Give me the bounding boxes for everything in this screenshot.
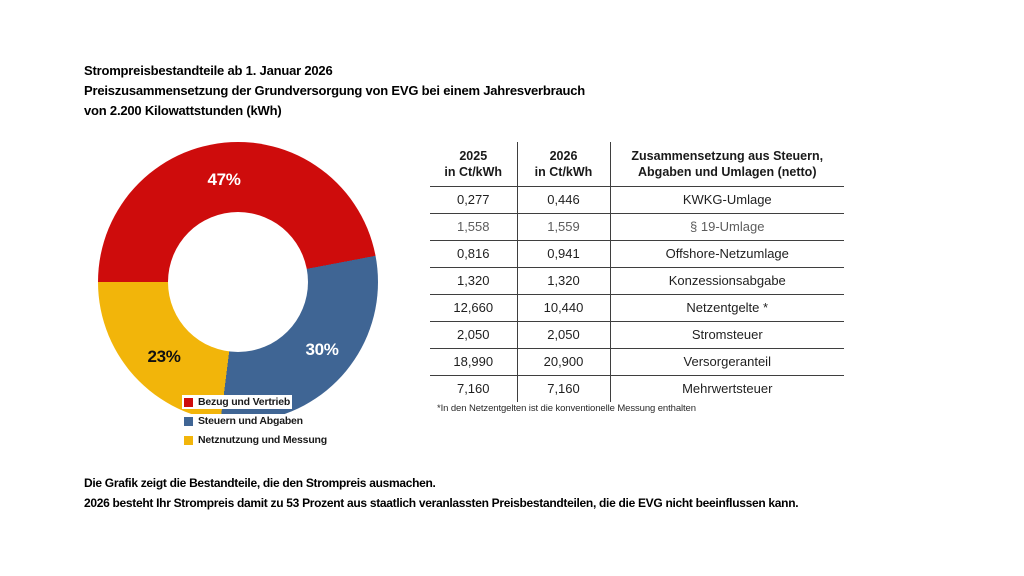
value-cell: 0,446 xyxy=(517,186,611,214)
legend-swatch-icon xyxy=(184,435,193,445)
legend-item: Netznutzung und Messung xyxy=(182,433,329,447)
legend-item: Steuern und Abgaben xyxy=(182,414,305,428)
table-row: 7,160 7,160 Mehrwertsteuer xyxy=(430,375,844,402)
value-cell: 1,320 xyxy=(517,267,611,295)
value-cell: 2,050 xyxy=(517,321,611,349)
title-line-3: von 2.200 Kilowattstunden (kWh) xyxy=(84,103,282,118)
value-cell: 12,660 xyxy=(430,294,518,322)
table-row: 0,277 0,446 KWKG-Umlage xyxy=(430,186,844,214)
table-row: 12,660 10,440 Netzentgelte * xyxy=(430,294,844,322)
table-row: 0,816 0,941 Offshore-Netzumlage xyxy=(430,240,844,268)
footer-text: Die Grafik zeigt die Bestandteile, die d… xyxy=(84,473,799,513)
value-cell: 1,559 xyxy=(517,213,611,241)
component-name-cell: § 19-Umlage xyxy=(610,213,844,241)
slice-value-label: 47% xyxy=(207,170,241,189)
slice-value-label: 23% xyxy=(147,347,181,366)
component-name-cell: Versorgeranteil xyxy=(610,348,844,376)
price-table: 2025 in Ct/kWh 2026 in Ct/kWh Zusammense… xyxy=(430,142,844,402)
value-cell: 0,941 xyxy=(517,240,611,268)
legend-swatch-icon xyxy=(184,397,193,407)
table-footnote: *In den Netzentgelten ist die konvention… xyxy=(437,403,696,414)
legend-swatch-icon xyxy=(184,416,193,426)
table-row: 18,990 20,900 Versorgeranteil xyxy=(430,348,844,376)
value-cell: 20,900 xyxy=(517,348,611,376)
page-title: Strompreisbestandteile ab 1. Januar 2026… xyxy=(84,61,585,121)
table-row: 1,558 1,559 § 19-Umlage xyxy=(430,213,844,241)
component-name-cell: KWKG-Umlage xyxy=(610,186,844,214)
legend-label: Bezug und Vertrieb xyxy=(198,396,291,408)
legend-item: Bezug und Vertrieb xyxy=(182,395,293,409)
legend-label: Netznutzung und Messung xyxy=(198,434,327,446)
value-cell: 1,558 xyxy=(430,213,518,241)
footer-line-1: Die Grafik zeigt die Bestandteile, die d… xyxy=(84,476,436,490)
donut-chart: Bezug und Vertrieb Steuern und Abgaben Net… xyxy=(98,142,378,447)
table-row: 1,320 1,320 Konzessionsabgabe xyxy=(430,267,844,295)
value-cell: 7,160 xyxy=(517,375,611,402)
component-name-cell: Offshore-Netzumlage xyxy=(610,240,844,268)
value-cell: 10,440 xyxy=(517,294,611,322)
donut-hole xyxy=(168,212,308,352)
title-line-1: Strompreisbestandteile ab 1. Januar 2026 xyxy=(84,63,333,78)
title-line-2: Preiszusammensetzung der Grundversorgung… xyxy=(84,83,586,98)
component-name-cell: Mehrwertsteuer xyxy=(682,381,773,397)
column-header-composition: Zusammensetzung aus Steuern, Abgaben und… xyxy=(610,142,844,187)
component-name-cell: Netzentgelte * xyxy=(610,294,844,322)
footer-line-2: 2026 besteht Ihr Strompreis damit zu 53 … xyxy=(84,496,799,510)
column-header-2026: 2026 in Ct/kWh xyxy=(517,142,611,187)
column-header-2025: 2025 in Ct/kWh xyxy=(430,142,518,187)
legend-label: Steuern und Abgaben xyxy=(198,415,303,427)
table-row: 2,050 2,050 Stromsteuer xyxy=(430,321,844,349)
value-cell: 18,990 xyxy=(430,348,518,376)
value-cell: 0,816 xyxy=(430,240,518,268)
value-cell: 7,160 xyxy=(430,375,518,402)
chart-legend: Bezug und Vertrieb Steuern und Abgaben Net… xyxy=(182,395,329,447)
slice-value-label: 30% xyxy=(305,340,339,359)
price-table-header: 2025 in Ct/kWh 2026 in Ct/kWh Zusammense… xyxy=(430,142,844,187)
value-cell: 1,320 xyxy=(430,267,518,295)
value-cell: 0,277 xyxy=(430,186,518,214)
component-name-cell: Konzessionsabgabe xyxy=(610,267,844,295)
component-name-cell: Stromsteuer xyxy=(610,321,844,349)
value-cell: 2,050 xyxy=(430,321,518,349)
